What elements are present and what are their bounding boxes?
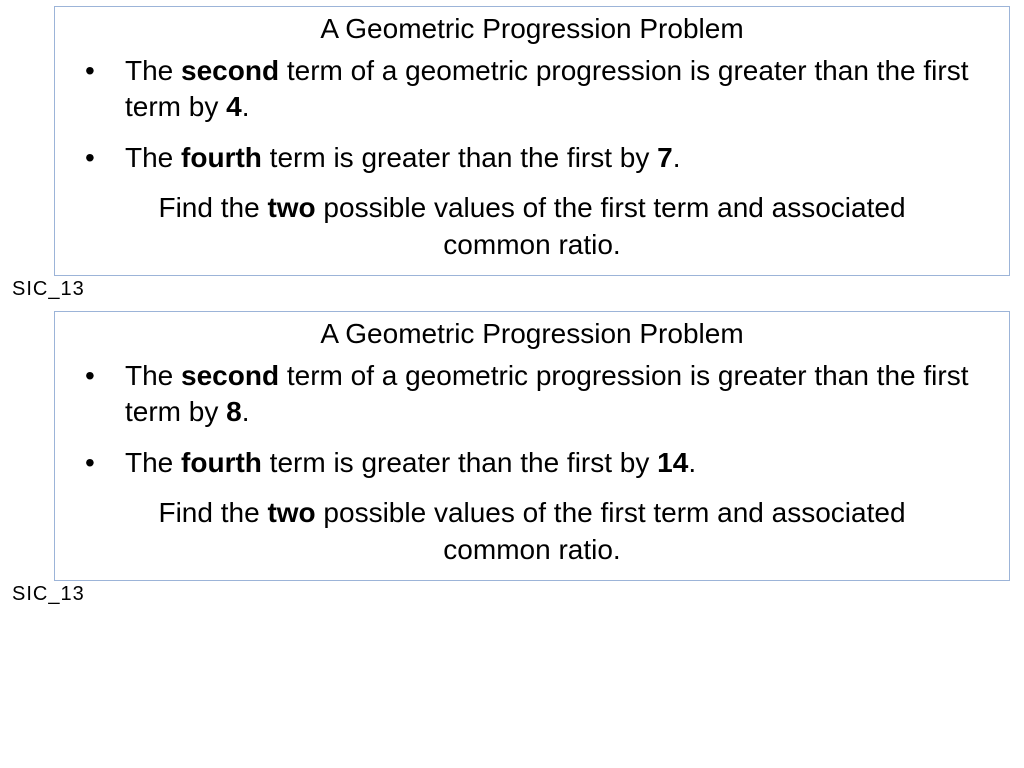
bullet-item: The fourth term is greater than the firs… xyxy=(73,140,991,176)
text: . xyxy=(688,447,696,478)
bold-text: 4 xyxy=(226,91,242,122)
bold-text: fourth xyxy=(181,142,262,173)
text: Find the xyxy=(158,497,267,528)
bullet-item: The second term of a geometric progressi… xyxy=(73,358,991,431)
bullet-item: The fourth term is greater than the firs… xyxy=(73,445,991,481)
bold-text: 14 xyxy=(657,447,688,478)
bold-text: two xyxy=(267,497,315,528)
problem-title: A Geometric Progression Problem xyxy=(73,13,991,45)
problem-title: A Geometric Progression Problem xyxy=(73,318,991,350)
footer-label: SIC_13 xyxy=(12,583,1012,606)
bold-text: 7 xyxy=(657,142,673,173)
bullet-item: The second term of a geometric progressi… xyxy=(73,53,991,126)
text: . xyxy=(242,396,250,427)
bullet-list: The second term of a geometric progressi… xyxy=(73,358,991,481)
problem-block: A Geometric Progression Problem The seco… xyxy=(12,311,1012,606)
text: term is greater than the first by xyxy=(262,447,657,478)
text: Find the xyxy=(158,192,267,223)
text: term is greater than the first by xyxy=(262,142,657,173)
bold-text: second xyxy=(181,360,279,391)
text: possible values of the first term and as… xyxy=(316,192,906,259)
text: The xyxy=(125,360,181,391)
text: The xyxy=(125,447,181,478)
problem-card: A Geometric Progression Problem The seco… xyxy=(54,311,1010,581)
problem-block: A Geometric Progression Problem The seco… xyxy=(12,6,1012,301)
bold-text: fourth xyxy=(181,447,262,478)
footer-label: SIC_13 xyxy=(12,278,1012,301)
bold-text: two xyxy=(267,192,315,223)
text: possible values of the first term and as… xyxy=(316,497,906,564)
bullet-list: The second term of a geometric progressi… xyxy=(73,53,991,176)
bold-text: 8 xyxy=(226,396,242,427)
text: . xyxy=(673,142,681,173)
instruction-text: Find the two possible values of the firs… xyxy=(73,190,991,263)
problem-card: A Geometric Progression Problem The seco… xyxy=(54,6,1010,276)
text: The xyxy=(125,142,181,173)
text: The xyxy=(125,55,181,86)
bold-text: second xyxy=(181,55,279,86)
instruction-text: Find the two possible values of the firs… xyxy=(73,495,991,568)
text: . xyxy=(242,91,250,122)
